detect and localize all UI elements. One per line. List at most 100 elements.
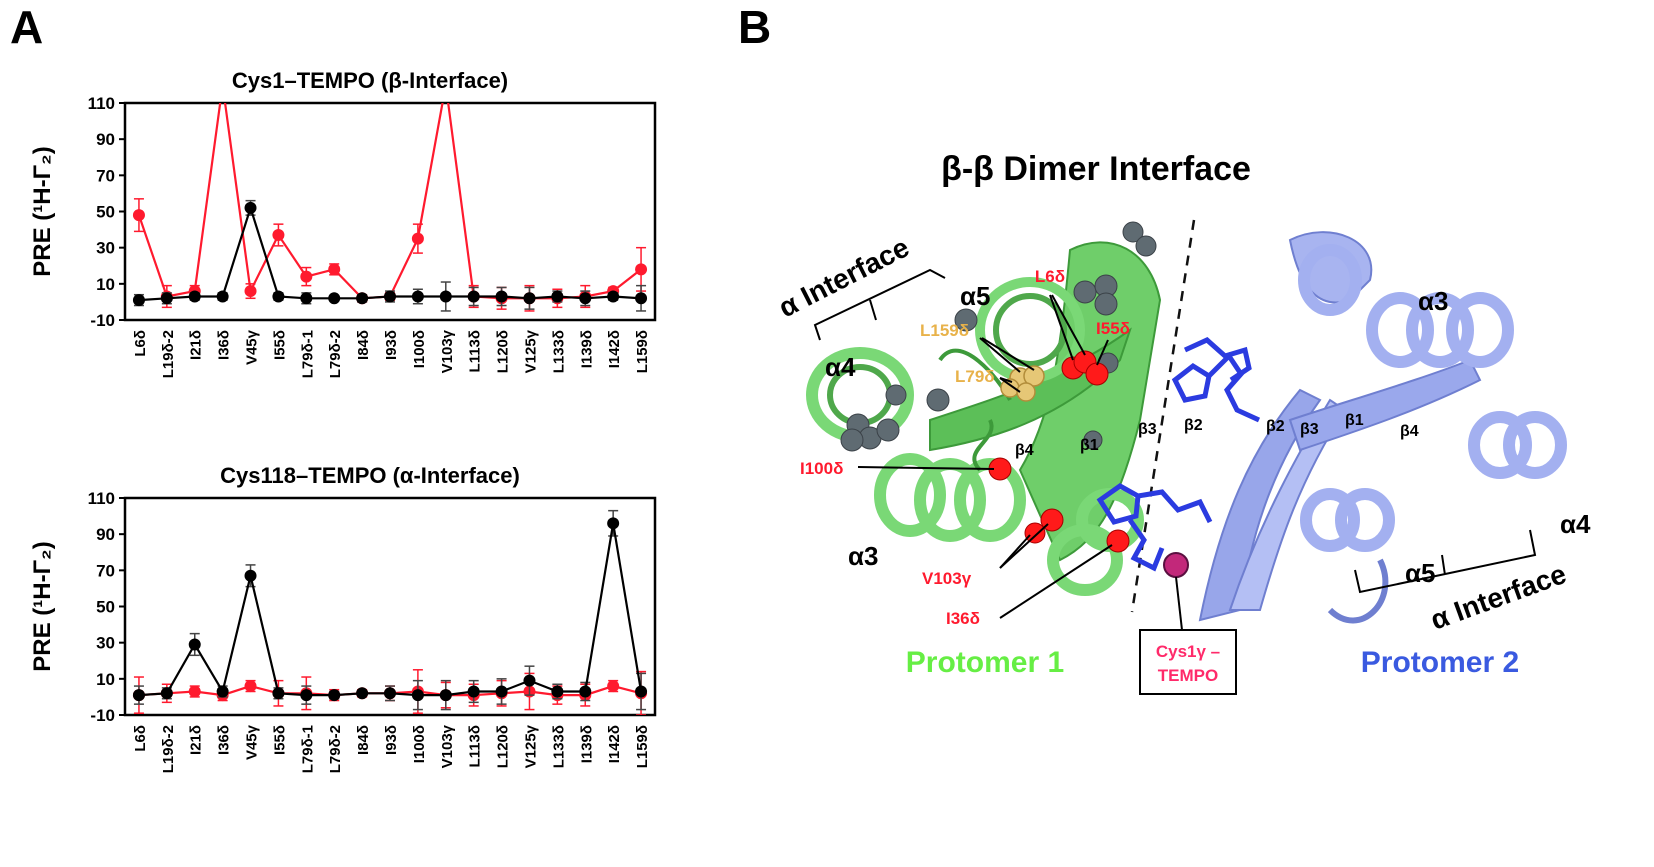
blue-stick-ligands — [1096, 337, 1261, 572]
p1-strand-b4: β4 — [1015, 442, 1034, 459]
x-tick-label: L120δ — [495, 330, 512, 373]
x-tick-label: V45γ — [244, 329, 261, 365]
data-point — [607, 517, 620, 530]
p1-helix-a4: α4 — [825, 352, 856, 382]
label-l159: L159δ — [920, 321, 969, 340]
x-tick-label: L120δ — [495, 725, 512, 768]
data-point — [328, 263, 341, 276]
data-point — [300, 292, 313, 305]
data-point — [188, 685, 201, 698]
data-point — [132, 294, 145, 307]
data-point — [244, 201, 257, 214]
x-tick-label: L6δ — [132, 725, 149, 752]
x-tick-label: I142δ — [606, 725, 623, 763]
data-point — [188, 290, 201, 303]
data-point — [439, 290, 452, 303]
y-tick-label: 10 — [96, 275, 115, 294]
y-axis-label: PRE (¹H-Γ₂) — [29, 541, 56, 671]
series-red — [132, 103, 648, 312]
data-point — [356, 292, 369, 305]
x-tick-label: I100δ — [411, 330, 428, 368]
data-point — [523, 292, 536, 305]
label-i36: I36δ — [946, 609, 980, 628]
y-tick-label: 30 — [96, 239, 115, 258]
data-point — [244, 285, 257, 298]
data-point — [411, 689, 424, 702]
x-tick-label: L159δ — [634, 725, 651, 768]
data-point — [216, 685, 229, 698]
protomer-1-label: Protomer 1 — [906, 646, 1064, 679]
x-tick-label: L79δ-2 — [327, 330, 344, 378]
structure-title: β-β Dimer Interface — [941, 150, 1251, 188]
data-point — [272, 687, 285, 700]
data-point — [384, 687, 396, 700]
label-l79: L79δ — [955, 367, 995, 386]
x-tick-label: L113δ — [467, 725, 484, 767]
data-point — [132, 209, 145, 222]
x-tick-label: L6δ — [132, 330, 149, 357]
label-l6: L6δ — [1035, 267, 1065, 286]
x-tick-label: L79δ-2 — [327, 725, 344, 773]
panel-label-a: A — [10, 1, 44, 53]
data-point — [160, 292, 173, 305]
left-interface-bracket — [813, 268, 946, 341]
tempo-sphere — [1163, 552, 1189, 578]
data-point — [495, 290, 508, 303]
x-tick-label: L19δ-2 — [160, 725, 177, 773]
x-tick-label: L19δ-2 — [160, 330, 177, 378]
data-point — [635, 292, 648, 305]
tempo-label-line1: Cys1γ – — [1156, 642, 1220, 661]
p1-helix-a3: α3 — [848, 541, 878, 571]
y-tick-label: -10 — [90, 706, 115, 725]
x-tick-label: I93δ — [383, 330, 400, 360]
data-point — [272, 290, 285, 303]
protomer-2-label: Protomer 2 — [1361, 646, 1519, 679]
y-tick-label: 50 — [96, 598, 115, 617]
right-interface-bracket — [1354, 529, 1537, 594]
y-tick-label: 70 — [96, 166, 115, 185]
label-v103: V103γ — [922, 569, 972, 588]
tempo-leader-line — [1175, 576, 1183, 631]
right-interface-label: α Interface — [1426, 558, 1570, 636]
p1-helix-a5: α5 — [960, 281, 990, 311]
data-point — [244, 680, 257, 693]
x-tick-label: I21δ — [188, 330, 205, 360]
x-tick-label: I84δ — [355, 725, 372, 755]
x-tick-label: L79δ-1 — [299, 330, 316, 378]
x-tick-label: V125γ — [522, 329, 539, 373]
x-tick-label: L159δ — [634, 330, 651, 373]
data-point — [132, 689, 145, 702]
data-point — [467, 685, 480, 698]
x-tick-label: L133δ — [550, 725, 567, 768]
y-tick-label: 10 — [96, 670, 115, 689]
data-point — [300, 689, 313, 702]
y-axis-label: PRE (¹H-Γ₂) — [29, 146, 56, 276]
panel-label-b: B — [738, 1, 772, 53]
x-tick-label: I55δ — [271, 725, 288, 755]
data-point — [467, 290, 480, 303]
x-tick-label: I36δ — [216, 330, 233, 360]
p1-strand-b3: β3 — [1138, 421, 1157, 438]
chart-cys1-tempo: Cys1–TEMPO (β-Interface) -10 10 30 50 70 90 110… — [29, 68, 657, 378]
data-point — [607, 290, 620, 303]
residue-leader-lines — [857, 294, 1113, 619]
data-point — [328, 292, 341, 305]
data-point — [411, 232, 424, 245]
data-point — [579, 685, 592, 698]
left-interface-label: α Interface — [774, 231, 914, 323]
x-tick-label: V125γ — [522, 724, 539, 768]
data-point — [188, 638, 201, 651]
data-point — [356, 687, 369, 700]
series-black — [132, 199, 648, 312]
series-black — [132, 509, 648, 711]
chart-title: Cys118–TEMPO (α-Interface) — [220, 463, 520, 488]
data-point — [579, 292, 592, 305]
tempo-label-line2: TEMPO — [1158, 666, 1218, 685]
data-point — [160, 687, 173, 700]
data-point — [495, 685, 508, 698]
p1-strand-b1: β1 — [1080, 437, 1099, 454]
data-point — [551, 685, 564, 698]
data-point — [272, 229, 285, 242]
x-tick-label: I142δ — [606, 330, 623, 368]
x-tick-label: L79δ-1 — [299, 725, 316, 773]
